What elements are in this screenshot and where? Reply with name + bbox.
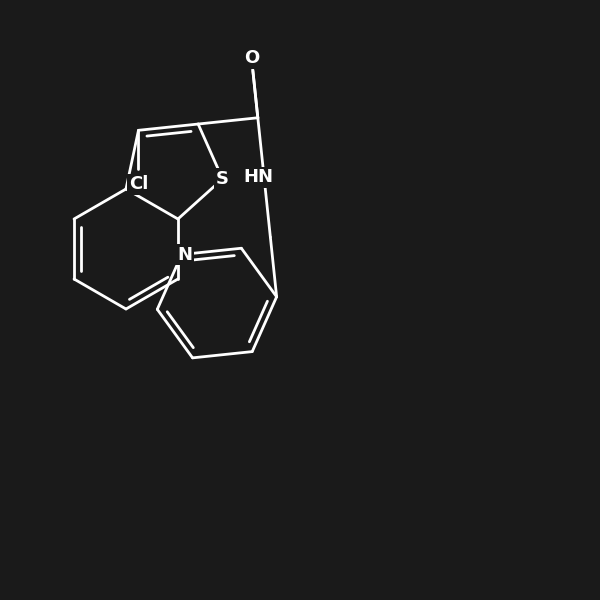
Text: Cl: Cl — [129, 175, 148, 193]
Text: S: S — [216, 170, 229, 188]
Text: N: N — [177, 245, 192, 263]
Text: O: O — [244, 49, 259, 67]
Text: HN: HN — [243, 169, 273, 187]
